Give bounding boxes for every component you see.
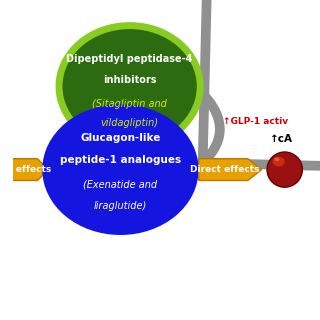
Text: Direct effects: Direct effects [190, 165, 260, 174]
Text: ct effects: ct effects [3, 165, 51, 174]
Ellipse shape [59, 26, 200, 147]
Text: Dipeptidyl peptidase-4: Dipeptidyl peptidase-4 [67, 54, 193, 64]
Text: Glucagon-like: Glucagon-like [80, 132, 161, 143]
Ellipse shape [267, 152, 302, 187]
Ellipse shape [272, 157, 285, 166]
Text: vildagliptin): vildagliptin) [100, 118, 159, 128]
Text: inhibitors: inhibitors [103, 75, 156, 85]
Ellipse shape [275, 157, 279, 161]
Text: peptide-1 analogues: peptide-1 analogues [60, 155, 181, 165]
FancyArrow shape [0, 159, 48, 180]
Text: (Sitagliptin and: (Sitagliptin and [92, 99, 167, 109]
Text: (Exenatide and: (Exenatide and [84, 180, 157, 190]
Text: ↑GLP-1 activ: ↑GLP-1 activ [223, 117, 288, 126]
FancyArrowPatch shape [198, 0, 320, 172]
Text: liraglutide): liraglutide) [94, 201, 147, 212]
Ellipse shape [44, 106, 197, 234]
FancyArrow shape [199, 159, 262, 180]
Text: ↑cA: ↑cA [270, 134, 293, 144]
